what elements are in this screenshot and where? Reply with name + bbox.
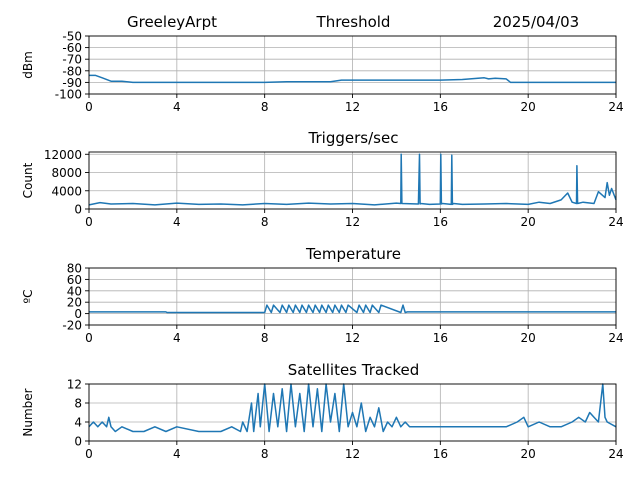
- y-tick-label: 0: [74, 435, 82, 449]
- x-tick-label: 0: [85, 100, 93, 114]
- y-tick-label: 12: [67, 378, 82, 392]
- x-tick-label: 24: [608, 447, 623, 461]
- x-tick-label: 0: [85, 447, 93, 461]
- series-line-1: [89, 74, 616, 84]
- x-tick-label: 12: [345, 215, 360, 229]
- x-tick-label: 4: [173, 215, 181, 229]
- panel-4: 0 4 8 12 16 20 24 0 4 8 12 Satellites Tracked Number: [21, 361, 624, 461]
- x-tick-label: 8: [261, 331, 269, 345]
- x-tick-label: 12: [345, 100, 360, 114]
- y-tick-label: 4: [74, 416, 82, 430]
- x-tick-label: 20: [521, 215, 536, 229]
- y-tick-label: -80: [62, 64, 82, 78]
- y-tick-label: 80: [67, 262, 82, 276]
- x-tick-label: 4: [173, 331, 181, 345]
- panel-title: Temperature: [305, 245, 401, 263]
- x-tick-label: 8: [261, 100, 269, 114]
- x-tick-label: 8: [261, 447, 269, 461]
- chart-panels: 0 4 8 12 16 20 24 -100-90-80-70-60-50 Threshold d…: [21, 13, 624, 461]
- x-tick-label: 24: [608, 331, 623, 345]
- y-tick-label: 60: [67, 273, 82, 287]
- x-tick-label: 4: [173, 100, 181, 114]
- panel-1: 0 4 8 12 16 20 24 -100-90-80-70-60-50 Threshold d…: [21, 13, 624, 114]
- y-tick-label: 12000: [44, 148, 82, 162]
- y-tick-label: 8000: [51, 166, 82, 180]
- x-tick-label: 20: [521, 447, 536, 461]
- y-tick-label: 0: [74, 307, 82, 321]
- series-line-1: [88, 383, 617, 433]
- x-tick-label: 4: [173, 447, 181, 461]
- x-tick-label: 20: [521, 331, 536, 345]
- y-tick-label: 4000: [51, 184, 82, 198]
- y-axis-label: Number: [21, 388, 35, 436]
- x-tick-label: 16: [433, 100, 448, 114]
- series-line-1: [88, 153, 617, 206]
- x-tick-label: 12: [345, 331, 360, 345]
- x-tick-label: 24: [608, 215, 623, 229]
- y-axis-label: Count: [21, 162, 35, 198]
- x-tick-label: 16: [433, 447, 448, 461]
- x-tick-label: 20: [521, 100, 536, 114]
- x-tick-label: 12: [345, 447, 360, 461]
- panel-title: Satellites Tracked: [288, 361, 419, 379]
- y-tick-label: 8: [74, 397, 82, 411]
- x-tick-label: 8: [261, 215, 269, 229]
- panel-title: Threshold: [316, 13, 391, 31]
- x-tick-label: 0: [85, 215, 93, 229]
- x-tick-label: 0: [85, 331, 93, 345]
- y-tick-label: -60: [62, 41, 82, 55]
- y-axis-label: dBm: [21, 51, 35, 79]
- y-tick-label: -90: [62, 76, 82, 90]
- report-date: 2025/04/03: [493, 13, 579, 31]
- series-line-1: [89, 304, 616, 314]
- y-tick-label: -20: [62, 319, 82, 333]
- x-tick-label: 16: [433, 215, 448, 229]
- panel-title: Triggers/sec: [308, 129, 399, 147]
- y-tick-label: 20: [67, 296, 82, 310]
- y-tick-label: -50: [62, 30, 82, 44]
- y-tick-label: -100: [55, 88, 82, 102]
- y-tick-label: 40: [67, 284, 82, 298]
- station-name: GreeleyArpt: [127, 13, 217, 31]
- x-tick-label: 16: [433, 331, 448, 345]
- y-axis-label: ºC: [21, 289, 35, 303]
- y-tick-label: -70: [62, 53, 82, 67]
- y-tick-label: 0: [74, 203, 82, 217]
- panel-2: 0 4 8 12 16 20 24 0 4000 8000 12000 Triggers/sec Cou…: [21, 129, 624, 229]
- x-tick-label: 24: [608, 100, 623, 114]
